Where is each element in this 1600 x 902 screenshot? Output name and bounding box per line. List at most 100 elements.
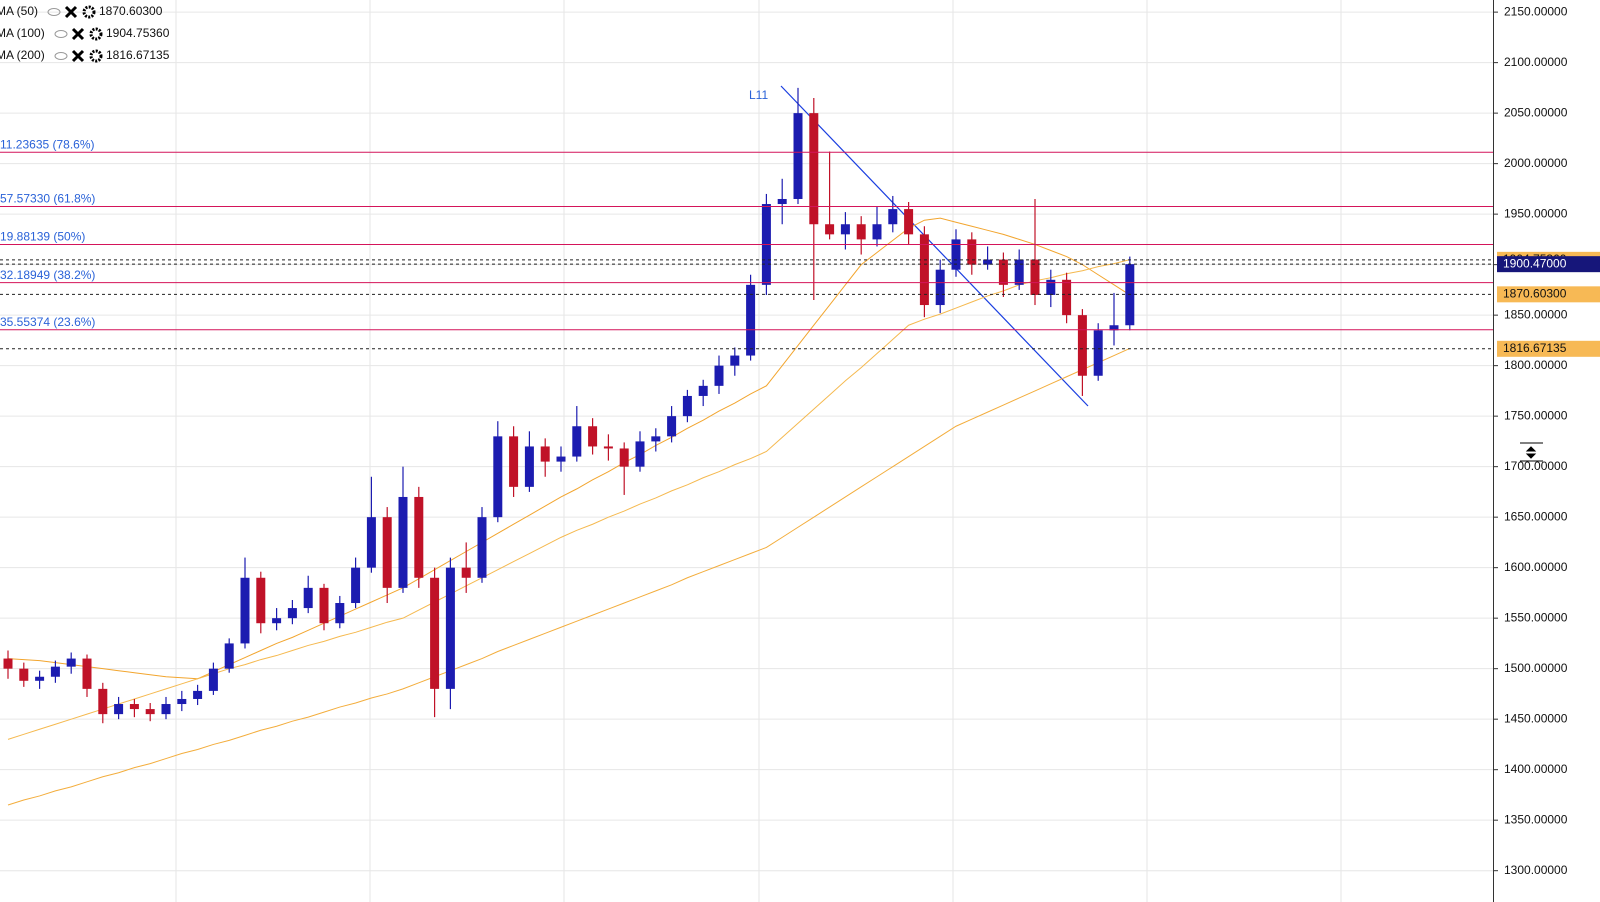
candle-body bbox=[540, 446, 550, 462]
candle-body bbox=[82, 658, 92, 689]
price-tag bbox=[1497, 256, 1600, 273]
candle-body bbox=[1014, 259, 1024, 285]
candle-body bbox=[366, 517, 376, 568]
y-tick-label: 1400.00000 bbox=[1504, 762, 1568, 776]
candle-body bbox=[651, 436, 661, 442]
settings-icon bbox=[82, 5, 96, 19]
candle-body bbox=[667, 416, 677, 437]
legend-name: MA (200) bbox=[0, 48, 45, 62]
candle-body bbox=[556, 456, 566, 462]
candle-body bbox=[1046, 279, 1056, 295]
candle-body bbox=[888, 209, 898, 225]
y-tick-label: 1550.00000 bbox=[1504, 610, 1568, 624]
candle-body bbox=[224, 643, 234, 669]
close-icon bbox=[71, 49, 85, 63]
candle-body bbox=[129, 704, 139, 710]
candle-body bbox=[983, 259, 993, 265]
candle-body bbox=[509, 436, 519, 487]
fib-label: 11.23635 (78.6%) bbox=[0, 137, 95, 151]
candle-body bbox=[319, 587, 329, 624]
y-tick-label: 2100.00000 bbox=[1504, 55, 1568, 69]
settings-icon bbox=[89, 49, 103, 63]
candle-body bbox=[98, 688, 108, 715]
close-icon bbox=[71, 27, 85, 41]
y-tick-label: 1450.00000 bbox=[1504, 711, 1568, 725]
y-tick-label: 1350.00000 bbox=[1504, 812, 1568, 826]
candle-body bbox=[287, 608, 297, 619]
legend-value: 1870.60300 bbox=[99, 4, 163, 18]
candle-body bbox=[382, 517, 392, 588]
candle-body bbox=[746, 284, 756, 356]
candle-body bbox=[3, 658, 13, 669]
candle-body bbox=[240, 577, 250, 644]
candle-body bbox=[1077, 315, 1087, 376]
candle-body bbox=[35, 676, 45, 681]
candle-body bbox=[493, 436, 503, 518]
candle-body bbox=[430, 577, 440, 689]
fib-label: 32.18949 (38.2%) bbox=[0, 268, 95, 282]
candle-body bbox=[1030, 259, 1040, 295]
candle-body bbox=[904, 209, 914, 235]
price-tag bbox=[1497, 340, 1600, 357]
candle-body bbox=[698, 385, 708, 396]
legend-name: MA (100) bbox=[0, 26, 45, 40]
candle-body bbox=[840, 224, 850, 235]
candle-body bbox=[66, 658, 76, 667]
candle-body bbox=[177, 698, 187, 705]
ma-line bbox=[7, 259, 1130, 740]
candle-body bbox=[461, 567, 471, 578]
trend-label: L11 bbox=[749, 88, 768, 102]
candle-body bbox=[572, 426, 582, 457]
y-tick-label: 1750.00000 bbox=[1504, 408, 1568, 422]
candle-body bbox=[603, 446, 613, 449]
candle-body bbox=[793, 113, 803, 199]
candle-body bbox=[161, 704, 171, 715]
y-tick-label: 2000.00000 bbox=[1504, 156, 1568, 170]
candles bbox=[3, 87, 1135, 724]
fib-label: 19.88139 (50%) bbox=[0, 230, 85, 244]
settings-icon bbox=[89, 27, 103, 41]
y-tick-label: 1650.00000 bbox=[1504, 509, 1568, 523]
candle-body bbox=[256, 577, 266, 624]
y-tick-label: 1300.00000 bbox=[1504, 863, 1568, 877]
candle-body bbox=[477, 517, 487, 578]
candle-body bbox=[777, 198, 787, 205]
candle-body bbox=[445, 567, 455, 689]
candle-body bbox=[872, 224, 882, 240]
y-tick-label: 1700.00000 bbox=[1504, 459, 1568, 473]
y-tick-label: 1500.00000 bbox=[1504, 661, 1568, 675]
candle-body bbox=[1062, 279, 1072, 316]
candle-body bbox=[208, 668, 218, 691]
legend-name: MA (50) bbox=[0, 4, 38, 18]
ma-line bbox=[7, 348, 1131, 806]
eye-icon bbox=[54, 52, 68, 60]
candle-body bbox=[50, 666, 60, 677]
y-tick-label: 1850.00000 bbox=[1504, 307, 1568, 321]
price-tag-label: 1900.47000 bbox=[1503, 256, 1567, 270]
candle-body bbox=[919, 234, 929, 306]
candle-body bbox=[1093, 330, 1103, 376]
candle-body bbox=[998, 259, 1008, 285]
candle-body bbox=[935, 269, 945, 306]
candle-body bbox=[967, 239, 977, 265]
legend-value: 1816.67135 bbox=[106, 48, 170, 62]
candle-body bbox=[398, 496, 408, 588]
candle-body bbox=[19, 668, 29, 681]
price-tag-label: 1816.67135 bbox=[1503, 341, 1567, 355]
candle-body bbox=[619, 448, 629, 467]
ma-line bbox=[7, 217, 1131, 680]
candle-body bbox=[1109, 325, 1119, 331]
y-tick-label: 1950.00000 bbox=[1504, 206, 1568, 220]
candle-body bbox=[809, 113, 819, 225]
candle-body bbox=[414, 496, 424, 578]
overlay: 2150.00000 2100.00000 2050.00000 2000.00000… bbox=[0, 4, 1600, 877]
price-tag-label: 1870.60300 bbox=[1503, 287, 1567, 301]
candle-body bbox=[272, 618, 282, 624]
candle-body bbox=[335, 603, 345, 624]
price-tag bbox=[1497, 286, 1600, 303]
y-tick-label: 1600.00000 bbox=[1504, 560, 1568, 574]
y-tick-label: 1800.00000 bbox=[1504, 358, 1568, 372]
candle-body bbox=[730, 355, 740, 366]
candle-body bbox=[951, 239, 961, 270]
